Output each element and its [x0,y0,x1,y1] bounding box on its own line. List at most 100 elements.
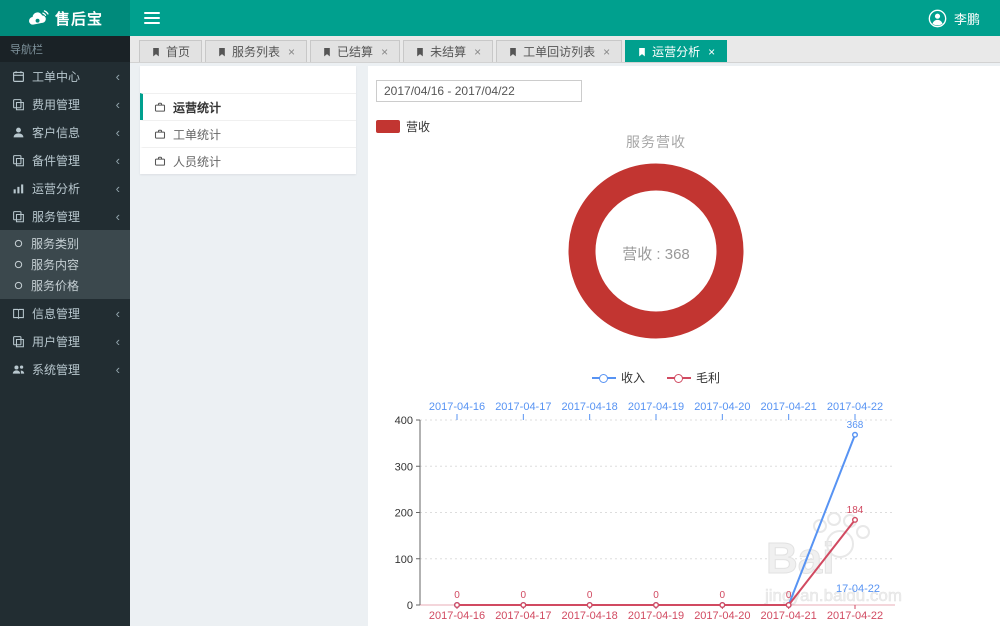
chevron-left-icon: ‹ [115,333,120,349]
services-submenu: 服务类别 服务内容 服务价格 [0,230,130,299]
tab-close-icon[interactable]: × [381,44,389,59]
tab-close-icon[interactable]: × [288,44,296,59]
tab-work-order-callback[interactable]: 工单回访列表 × [496,40,623,62]
bookmark-icon [151,47,161,57]
svg-text:400: 400 [395,415,413,427]
line-chart-svg: Baijingyan.baidu.com01002003004002017-04… [395,401,903,622]
chevron-left-icon: ‹ [115,96,120,112]
sidebar-item-label: 用户管理 [32,334,81,349]
stats-menu-work-orders[interactable]: 工单统计 [140,120,356,147]
tab-close-icon[interactable]: × [474,44,482,59]
tab-close-icon[interactable]: × [603,44,611,59]
sidebar-item-label: 备件管理 [32,153,81,168]
documents-icon [12,154,25,167]
app-title: 售后宝 [54,10,103,28]
documents-icon [12,335,25,348]
svg-text:0: 0 [720,590,726,601]
tab-label: 运营分析 [652,45,701,59]
tab-label: 未结算 [430,45,467,59]
tab-close-icon[interactable]: × [708,44,716,59]
submenu-item-service-content[interactable]: 服务内容 [0,254,130,275]
svg-text:368: 368 [847,420,864,431]
tab-service-list[interactable]: 服务列表 × [205,40,308,62]
svg-text:2017-04-17: 2017-04-17 [495,610,551,622]
users-icon [12,363,25,376]
sidebar-item-system[interactable]: 系统管理 ‹ [0,355,130,383]
sidebar-item-analytics[interactable]: 运营分析 ‹ [0,174,130,202]
bookmark-icon [508,47,518,57]
sidebar-item-label: 费用管理 [32,97,81,112]
submenu-item-service-category[interactable]: 服务类别 [0,233,130,254]
cloud-logo-icon [27,10,49,26]
donut-chart [568,163,744,339]
tab-label: 工单回访列表 [523,45,596,59]
sidebar-item-fees[interactable]: 费用管理 ‹ [0,90,130,118]
revenue-legend-label: 营收 [406,120,431,134]
tab-label: 已结算 [337,45,374,59]
sidebar-item-services[interactable]: 服务管理 ‹ [0,202,130,230]
bookmark-icon [415,47,425,57]
sidebar-toggle-button[interactable] [130,0,174,36]
svg-text:0: 0 [587,590,593,601]
svg-text:2017-04-21: 2017-04-21 [761,401,817,413]
svg-text:2017-04-19: 2017-04-19 [628,610,684,622]
briefcase-icon [154,128,166,140]
sidebar-item-information[interactable]: 信息管理 ‹ [0,299,130,327]
svg-text:2017-04-21: 2017-04-21 [761,610,817,622]
svg-text:2017-04-19: 2017-04-19 [628,401,684,413]
content-area: 运营统计 工单统计 人员统计 营收 服务营收 营收 : 368 收入 [130,63,1000,626]
circle-o-icon [13,238,24,249]
tab-home[interactable]: 首页 [139,40,203,62]
line-circle-symbol-icon [667,373,691,383]
stats-menu-label: 运营统计 [173,100,222,115]
svg-text:2017-04-17: 2017-04-17 [495,401,551,413]
line-chart-legend: 收入 毛利 [368,369,944,386]
circle-o-icon [13,259,24,270]
documents-icon [12,210,25,223]
stats-menu-personnel[interactable]: 人员统计 [140,147,356,174]
sidebar-item-work-orders[interactable]: 工单中心 ‹ [0,62,130,90]
svg-text:2017-04-16: 2017-04-16 [429,610,485,622]
sidebar-item-label: 系统管理 [32,362,81,377]
chevron-left-icon: ‹ [115,208,120,224]
bookmark-icon [217,47,227,57]
sidebar-item-user-management[interactable]: 用户管理 ‹ [0,327,130,355]
stats-menu-label: 人员统计 [173,154,222,169]
svg-text:184: 184 [847,505,864,516]
submenu-item-label: 服务价格 [31,279,80,293]
stats-menu-label: 工单统计 [173,127,222,142]
tab-operations-analysis[interactable]: 运营分析 × [625,40,728,62]
sidebar-item-label: 客户信息 [32,125,81,140]
sidebar-item-label: 信息管理 [32,306,81,321]
svg-text:0: 0 [521,590,527,601]
chevron-left-icon: ‹ [115,180,120,196]
submenu-item-service-price[interactable]: 服务价格 [0,275,130,296]
chevron-left-icon: ‹ [115,68,120,84]
svg-text:0: 0 [454,590,460,601]
tab-unsettled[interactable]: 未结算 × [403,40,494,62]
user-menu[interactable]: 李鹏 [928,9,1000,28]
svg-text:2017-04-20: 2017-04-20 [694,401,750,413]
tab-label: 服务列表 [232,45,281,59]
sidebar-item-customers[interactable]: 客户信息 ‹ [0,118,130,146]
svg-text:17-04-22: 17-04-22 [836,583,880,595]
svg-text:100: 100 [395,554,413,566]
charts-panel: 营收 服务营收 营收 : 368 收入 毛利 Baijingyan.baidu.… [368,66,1000,626]
legend-item-income[interactable]: 收入 [591,369,645,386]
bookmark-icon [322,47,332,57]
legend-item-gross-profit[interactable]: 毛利 [667,369,720,386]
donut-ring [568,163,744,339]
submenu-item-label: 服务类别 [31,237,80,251]
sidebar-item-parts[interactable]: 备件管理 ‹ [0,146,130,174]
svg-text:2017-04-16: 2017-04-16 [429,401,485,413]
date-range-input[interactable] [376,80,582,102]
app-logo[interactable]: 售后宝 [0,0,130,36]
tab-label: 首页 [166,45,191,59]
donut-legend-item[interactable]: 营收 [376,118,430,135]
tab-settled[interactable]: 已结算 × [310,40,401,62]
svg-text:2017-04-22: 2017-04-22 [827,610,883,622]
main-sidebar: 导航栏 工单中心 ‹ 费用管理 ‹ 客户信息 ‹ 备件管理 ‹ 运营分析 ‹ 服… [0,36,130,626]
donut-center-label: 营收 : 368 [622,246,690,263]
stats-menu-operations[interactable]: 运营统计 [140,93,356,120]
calendar-icon [12,70,25,83]
